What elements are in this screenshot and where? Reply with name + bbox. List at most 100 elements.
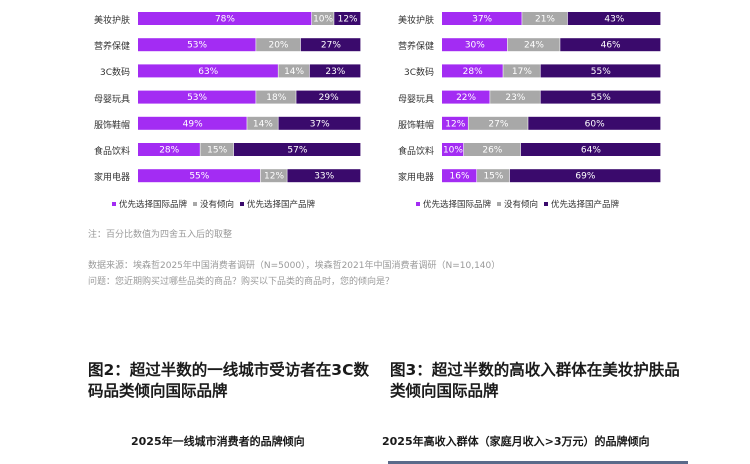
bar-segment xyxy=(477,169,510,183)
bar-segment xyxy=(507,38,560,52)
data-label: 43% xyxy=(604,15,624,25)
data-label: 12% xyxy=(338,15,358,25)
legend-item: 优先选择国产品牌 xyxy=(544,198,619,210)
legend-swatch xyxy=(416,202,420,206)
bar-segment xyxy=(567,12,661,25)
data-label: 55% xyxy=(591,67,611,77)
data-label: 12% xyxy=(445,119,465,129)
bar-segment xyxy=(260,169,287,183)
data-label: 24% xyxy=(524,41,544,51)
data-label: 60% xyxy=(585,119,605,129)
bottom-line xyxy=(388,461,688,464)
bar-segment xyxy=(442,169,477,183)
category-label: 3C数码 xyxy=(403,68,434,79)
category-label: 母婴玩具 xyxy=(397,94,434,105)
data-label: 55% xyxy=(189,172,209,182)
bar-segment xyxy=(442,64,503,78)
bar-segment xyxy=(334,12,361,25)
data-label: 27% xyxy=(321,41,341,51)
data-label: 33% xyxy=(314,172,334,182)
question-note: 问题：您近期购买过哪些品类的商品？购买以下品类的商品时，您的倾向是？ xyxy=(88,277,395,287)
bar-segment xyxy=(560,38,661,52)
data-label: 22% xyxy=(456,93,476,103)
fig2-subtitle: 2025年一线城市消费者的品牌倾向 xyxy=(131,435,305,448)
bar-segment xyxy=(540,90,661,104)
category-label: 美妆护肤 xyxy=(397,16,434,26)
legend-item: 优先选择国际品牌 xyxy=(416,198,491,210)
category-label: 食品饮料 xyxy=(93,147,130,157)
bar-segment xyxy=(520,143,661,156)
rounding-note: 注：百分比数值为四舍五入后的取整 xyxy=(88,230,233,240)
category-label: 3C数码 xyxy=(99,68,130,79)
data-label: 46% xyxy=(601,41,621,51)
bar-segment xyxy=(442,143,464,156)
legend-label: 没有倾向 xyxy=(504,200,539,210)
category-label: 服饰鞋帽 xyxy=(397,120,434,131)
category-label: 营养保健 xyxy=(397,42,434,53)
legend-swatch xyxy=(497,202,502,206)
bar-segment xyxy=(256,90,296,104)
data-label: 21% xyxy=(535,15,555,25)
legend-item: 优先选择国产品牌 xyxy=(240,198,315,210)
data-label: 78% xyxy=(215,15,235,25)
data-label: 17% xyxy=(512,67,532,77)
bar-segment xyxy=(311,12,334,25)
bar-segment xyxy=(278,116,361,130)
chart-svg: 78% 10% 12% 53% 20% 27% 63% 14% 23% 53% 18% 29% 49% 1… xyxy=(138,12,361,183)
data-label: 12% xyxy=(264,172,284,182)
bar-segment xyxy=(138,116,247,130)
legend-item: 没有倾向 xyxy=(193,198,234,210)
bar-segment xyxy=(233,143,361,156)
fig2-title: 图2：超过半数的一线城市受访者在3C数码品类倾向国际品牌 xyxy=(88,361,369,400)
data-label: 15% xyxy=(207,146,227,156)
category-label: 家用电器 xyxy=(397,173,434,184)
data-label: 57% xyxy=(287,146,307,156)
fig3-title: 图3：超过半数的高收入群体在美妆护肤品类倾向国际品牌 xyxy=(390,361,680,400)
data-label: 29% xyxy=(319,93,339,103)
bar-segment xyxy=(463,143,521,156)
data-label: 16% xyxy=(450,172,470,182)
bar-segment xyxy=(138,12,312,25)
data-label: 27% xyxy=(488,119,508,129)
chart-svg: 37% 21% 43% 30% 24% 46% 28% 17% 55% 22% 23% 55% 12% 2… xyxy=(442,12,661,183)
legend: 优先选择国际品牌 没有倾向 优先选择国产品牌 xyxy=(112,198,315,210)
data-label: 20% xyxy=(268,41,288,51)
bar-segment xyxy=(442,12,522,25)
bar-segment xyxy=(200,143,234,156)
bar-segment xyxy=(528,116,661,130)
data-label: 14% xyxy=(284,67,304,77)
bar-segment xyxy=(509,169,661,183)
bar-segment xyxy=(247,116,278,130)
bar-segment xyxy=(442,116,468,130)
fig3-subtitle: 2025年高收入群体（家庭月收入>3万元）的品牌倾向 xyxy=(382,435,650,448)
data-label: 37% xyxy=(310,119,330,129)
bar-segment xyxy=(309,64,361,78)
data-label: 49% xyxy=(183,119,203,129)
data-label: 18% xyxy=(266,93,286,103)
bar-segment xyxy=(296,90,361,104)
bar-segment xyxy=(138,169,261,183)
data-label: 53% xyxy=(187,93,207,103)
data-label: 10% xyxy=(313,15,333,25)
data-label: 63% xyxy=(198,67,218,77)
bar-segment xyxy=(138,64,278,78)
chart-left: 78% 10% 12% 53% 20% 27% 63% 14% 23% 53% 18% 29% 49% 1… xyxy=(0,0,361,210)
bar-segment xyxy=(256,38,301,52)
bar-segment xyxy=(442,90,490,104)
legend-label: 优先选择国际品牌 xyxy=(119,200,188,210)
category-label: 服饰鞋帽 xyxy=(93,120,130,131)
data-label: 69% xyxy=(575,172,595,182)
category-label: 家用电器 xyxy=(93,173,130,184)
data-label: 23% xyxy=(325,67,345,77)
chart-right: 37% 21% 43% 30% 24% 46% 28% 17% 55% 22% 23% 55% 12% 2… xyxy=(375,0,715,210)
bar-segment xyxy=(490,90,540,104)
data-label: 26% xyxy=(482,146,502,156)
legend: 优先选择国际品牌 没有倾向 优先选择国产品牌 xyxy=(416,198,619,210)
data-label: 28% xyxy=(159,146,179,156)
bar-segment xyxy=(503,64,540,78)
legend-swatch xyxy=(193,202,198,206)
bar-segment xyxy=(522,12,568,25)
bar-segment xyxy=(138,143,200,156)
data-label: 28% xyxy=(463,67,483,77)
data-label: 64% xyxy=(581,146,601,156)
